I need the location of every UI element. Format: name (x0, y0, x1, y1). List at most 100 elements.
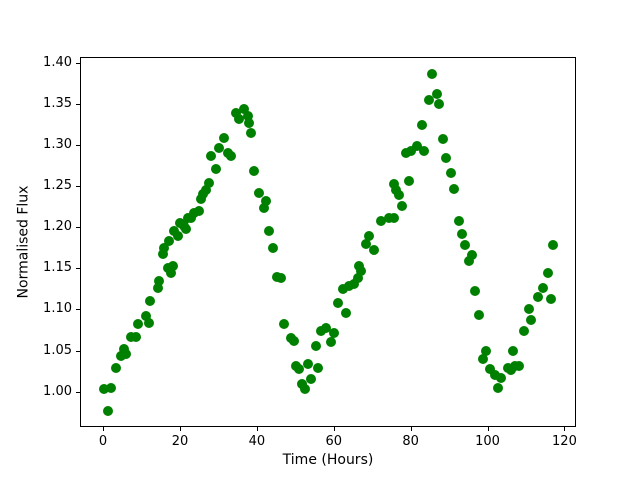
data-point (434, 99, 445, 110)
data-point (496, 372, 507, 383)
data-point (478, 353, 489, 364)
data-point (302, 358, 313, 369)
data-point (533, 292, 544, 303)
data-point (268, 242, 279, 253)
x-tick-mark (333, 427, 335, 431)
data-point (457, 228, 468, 239)
y-tick-label: 1.25 (43, 178, 72, 194)
data-point (360, 238, 371, 249)
data-point (445, 168, 456, 179)
data-point (328, 327, 339, 338)
data-point (157, 248, 168, 259)
data-point (152, 283, 163, 294)
data-point (312, 362, 323, 373)
x-tick-label: 100 (475, 434, 500, 449)
data-point (219, 132, 230, 143)
data-point (132, 318, 143, 329)
data-point (242, 110, 253, 121)
data-point (432, 89, 443, 100)
x-tick-mark (487, 427, 489, 431)
y-tick-mark (76, 309, 80, 311)
y-tick-mark (76, 350, 80, 352)
y-tick-label: 1.15 (43, 260, 72, 276)
data-point (130, 331, 141, 342)
data-point (389, 178, 400, 189)
data-point (375, 215, 386, 226)
x-tick-label: 40 (248, 434, 266, 449)
data-point (99, 384, 110, 395)
x-tick-label: 80 (402, 434, 419, 449)
data-point (254, 187, 265, 198)
data-point (225, 150, 236, 161)
data-point (145, 295, 156, 306)
data-point (249, 165, 260, 176)
x-tick-mark (564, 427, 566, 431)
data-point (368, 245, 379, 256)
y-axis-title: Normalised Flux (15, 185, 32, 299)
x-tick-label: 20 (171, 434, 189, 449)
data-point (337, 284, 348, 295)
data-point (418, 145, 429, 156)
data-point (320, 322, 331, 333)
data-point (548, 240, 559, 251)
x-tick-mark (256, 427, 258, 431)
data-point (173, 230, 184, 241)
data-point (230, 108, 241, 119)
data-point (493, 382, 504, 393)
y-tick-mark (76, 144, 80, 146)
data-point (185, 213, 196, 224)
y-tick-label: 1.20 (43, 219, 72, 235)
data-point (200, 185, 211, 196)
x-tick-mark (410, 427, 412, 431)
data-point (411, 140, 422, 151)
data-point (505, 365, 516, 376)
data-point (427, 69, 438, 80)
data-point (214, 143, 225, 154)
data-point (463, 256, 474, 267)
data-point (140, 311, 151, 322)
data-point (348, 279, 359, 290)
y-tick-mark (76, 391, 80, 393)
data-point (144, 317, 155, 328)
data-point (169, 225, 180, 236)
data-point (546, 293, 557, 304)
data-point (194, 205, 205, 216)
y-tick-mark (76, 268, 80, 270)
data-point (120, 349, 131, 359)
data-point (538, 283, 549, 294)
y-tick-mark (76, 186, 80, 188)
y-tick-mark (76, 103, 80, 105)
y-tick-label: 1.40 (43, 54, 72, 70)
data-point (417, 120, 428, 131)
y-tick-label: 1.10 (43, 301, 72, 317)
data-point (210, 164, 221, 174)
x-tick-label: 0 (98, 434, 108, 449)
data-point (159, 242, 170, 253)
data-point (315, 325, 326, 336)
y-tick-label: 1.35 (43, 95, 72, 111)
data-point (448, 183, 459, 194)
data-point (481, 345, 492, 356)
plot-area (80, 57, 576, 427)
x-tick-mark (103, 427, 105, 431)
data-point (244, 117, 255, 128)
data-point (543, 267, 554, 278)
x-tick-label: 120 (552, 434, 577, 449)
data-point (154, 275, 165, 286)
data-point (388, 213, 399, 224)
data-point (305, 373, 316, 384)
data-point (405, 145, 416, 156)
data-point (204, 177, 215, 188)
data-point (180, 224, 191, 235)
y-tick-mark (76, 227, 80, 229)
data-point (526, 315, 537, 326)
data-point (165, 267, 176, 278)
data-point (332, 298, 343, 309)
data-point (490, 370, 501, 381)
data-point (441, 153, 452, 164)
data-point (352, 273, 363, 284)
data-point (102, 405, 113, 416)
data-point (289, 335, 299, 346)
data-point (245, 127, 256, 138)
data-point (355, 265, 366, 276)
